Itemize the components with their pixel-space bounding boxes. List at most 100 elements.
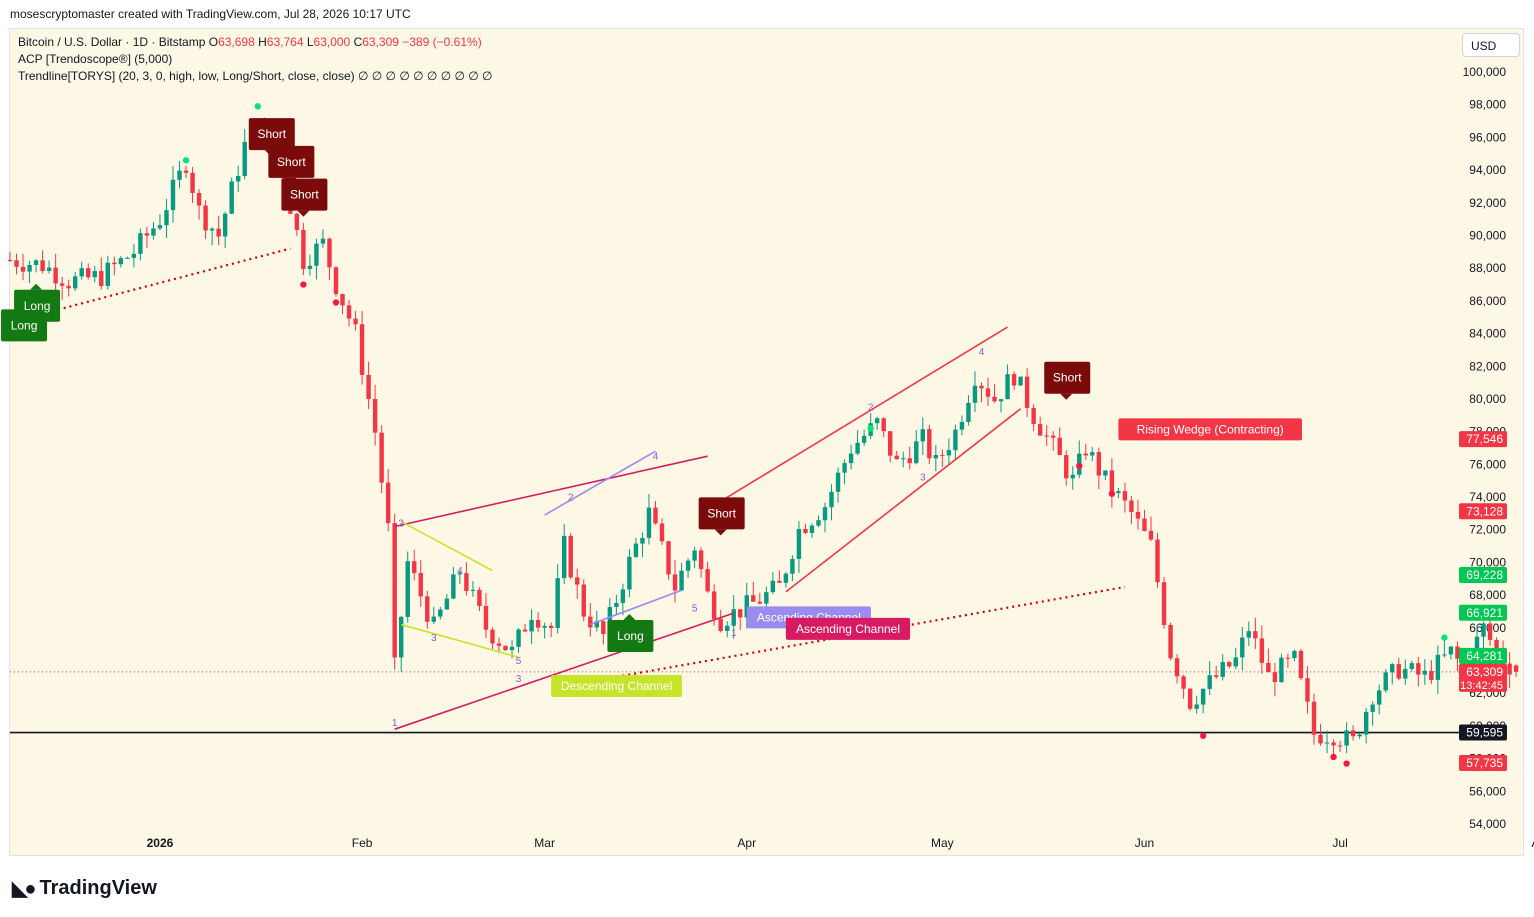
ohlc-open: O63,698 xyxy=(208,35,255,49)
pattern-trendline xyxy=(785,408,1022,593)
signal-label-text: Short xyxy=(290,188,319,202)
y-tick-label: 56,000 xyxy=(1469,784,1506,798)
tradingview-logo[interactable]: ◣● TradingView xyxy=(12,876,157,901)
candle-body xyxy=(946,450,952,456)
candle-body xyxy=(705,569,710,592)
candle-body xyxy=(405,561,410,617)
chart-pane[interactable] xyxy=(9,28,1524,856)
y-tick-label: 90,000 xyxy=(1469,228,1506,242)
candle-body xyxy=(385,482,391,524)
candle-body xyxy=(842,463,847,473)
candle-body xyxy=(33,260,39,265)
indicator-legend-acp[interactable]: ACP [Trendoscope®] (5,000) xyxy=(18,52,173,66)
candle-body xyxy=(1044,435,1049,437)
candle-body xyxy=(1442,654,1447,656)
price-axis-label-text: 66,921 xyxy=(1466,606,1503,620)
price-axis-label-text: 57,735 xyxy=(1466,756,1503,770)
signal-label-text: Short xyxy=(277,155,306,169)
signal-label-text: Long xyxy=(617,629,644,643)
tradingview-logo-icon: ◣● xyxy=(12,878,37,900)
price-change: −389 (−0.61%) xyxy=(402,35,482,49)
candle-body xyxy=(1259,638,1265,663)
wave-number: 4 xyxy=(457,566,463,577)
candle-body xyxy=(151,228,156,236)
candle-body xyxy=(1200,688,1206,705)
signal-arrow xyxy=(297,210,310,217)
candle-body xyxy=(959,421,965,430)
x-tick-label: Apr xyxy=(737,836,756,850)
pivot-dot xyxy=(254,103,261,110)
y-tick-label: 96,000 xyxy=(1469,130,1506,144)
candle-body xyxy=(451,574,456,599)
pattern-label-bg xyxy=(785,617,911,640)
candle-body xyxy=(627,556,632,590)
pattern-trendline xyxy=(400,520,493,572)
candle-body xyxy=(294,213,300,230)
wave-number: 4 xyxy=(653,451,659,462)
candle-body xyxy=(222,213,228,237)
y-tick-label: 70,000 xyxy=(1469,555,1506,569)
candle-body xyxy=(861,435,867,443)
candle-body xyxy=(698,550,704,570)
candle-body xyxy=(131,253,137,258)
candle-body xyxy=(40,260,45,271)
candle-body xyxy=(242,141,247,176)
candle-body xyxy=(1377,690,1382,705)
short-signal-label: Short xyxy=(698,497,745,536)
indicator-trendline-values: ∅ ∅ ∅ ∅ ∅ ∅ ∅ ∅ ∅ ∅ xyxy=(357,69,493,83)
price-axis-label-bg xyxy=(1459,724,1507,741)
candle-body xyxy=(809,525,815,534)
candle-body xyxy=(633,543,639,557)
candle-body xyxy=(444,598,450,610)
long-signal-label: Long xyxy=(14,283,61,322)
candle-body xyxy=(1337,745,1343,747)
pattern-label-text: Ascending Channel xyxy=(796,622,900,636)
price-axis-label: 69,228 xyxy=(1459,567,1507,584)
candle-body xyxy=(1383,672,1388,691)
candle-body xyxy=(1507,663,1512,675)
pivot-dot xyxy=(1330,753,1337,761)
candle-body xyxy=(353,318,358,325)
candle-body xyxy=(516,629,521,647)
candle-body xyxy=(1161,582,1167,625)
pattern-trendline xyxy=(713,326,1008,506)
candle-body xyxy=(118,258,124,265)
candle-body xyxy=(399,616,404,658)
candle-body xyxy=(503,645,508,651)
candle-body xyxy=(301,229,306,269)
candle-body xyxy=(190,172,195,193)
candle-body xyxy=(816,520,821,526)
currency-button[interactable]: USD xyxy=(1462,33,1520,57)
symbol-name[interactable]: Bitcoin / U.S. Dollar · 1D · Bitstamp xyxy=(18,35,206,49)
candle-body xyxy=(1109,470,1115,494)
candle-body xyxy=(803,528,808,534)
pivot-dot xyxy=(1343,760,1350,767)
signal-label-bg xyxy=(248,118,295,151)
indicator-trendline-name[interactable]: Trendline[TORYS] (20, 3, 0, high, low, L… xyxy=(18,69,355,83)
x-tick-label: Mar xyxy=(534,836,555,850)
price-axis-label-text: 69,228 xyxy=(1466,568,1503,582)
candle-body xyxy=(796,528,802,559)
indicator-legend-trendline[interactable]: Trendline[TORYS] (20, 3, 0, high, low, L… xyxy=(18,68,493,85)
wave-number: 3 xyxy=(516,674,522,685)
price-axis-label: 77,546 xyxy=(1459,431,1507,448)
candle-body xyxy=(1396,664,1401,679)
signal-label-text: Short xyxy=(1053,371,1082,385)
candle-body xyxy=(1148,530,1154,540)
pattern-trendline xyxy=(394,612,734,730)
candle-body xyxy=(731,609,736,626)
candle-body xyxy=(20,266,26,272)
signal-arrow xyxy=(1060,393,1073,400)
candle-body xyxy=(490,629,495,644)
candle-body xyxy=(770,580,776,593)
candle-body xyxy=(640,537,645,544)
candle-body xyxy=(1018,376,1023,386)
candle-body xyxy=(483,605,489,630)
symbol-legend-row[interactable]: Bitcoin / U.S. Dollar · 1D · Bitstamp O6… xyxy=(18,34,482,51)
candle-body xyxy=(874,418,880,424)
price-axis-label-bg xyxy=(1459,647,1507,664)
candle-body xyxy=(1135,511,1141,519)
candle-body xyxy=(672,574,678,591)
candle-body xyxy=(7,260,13,261)
